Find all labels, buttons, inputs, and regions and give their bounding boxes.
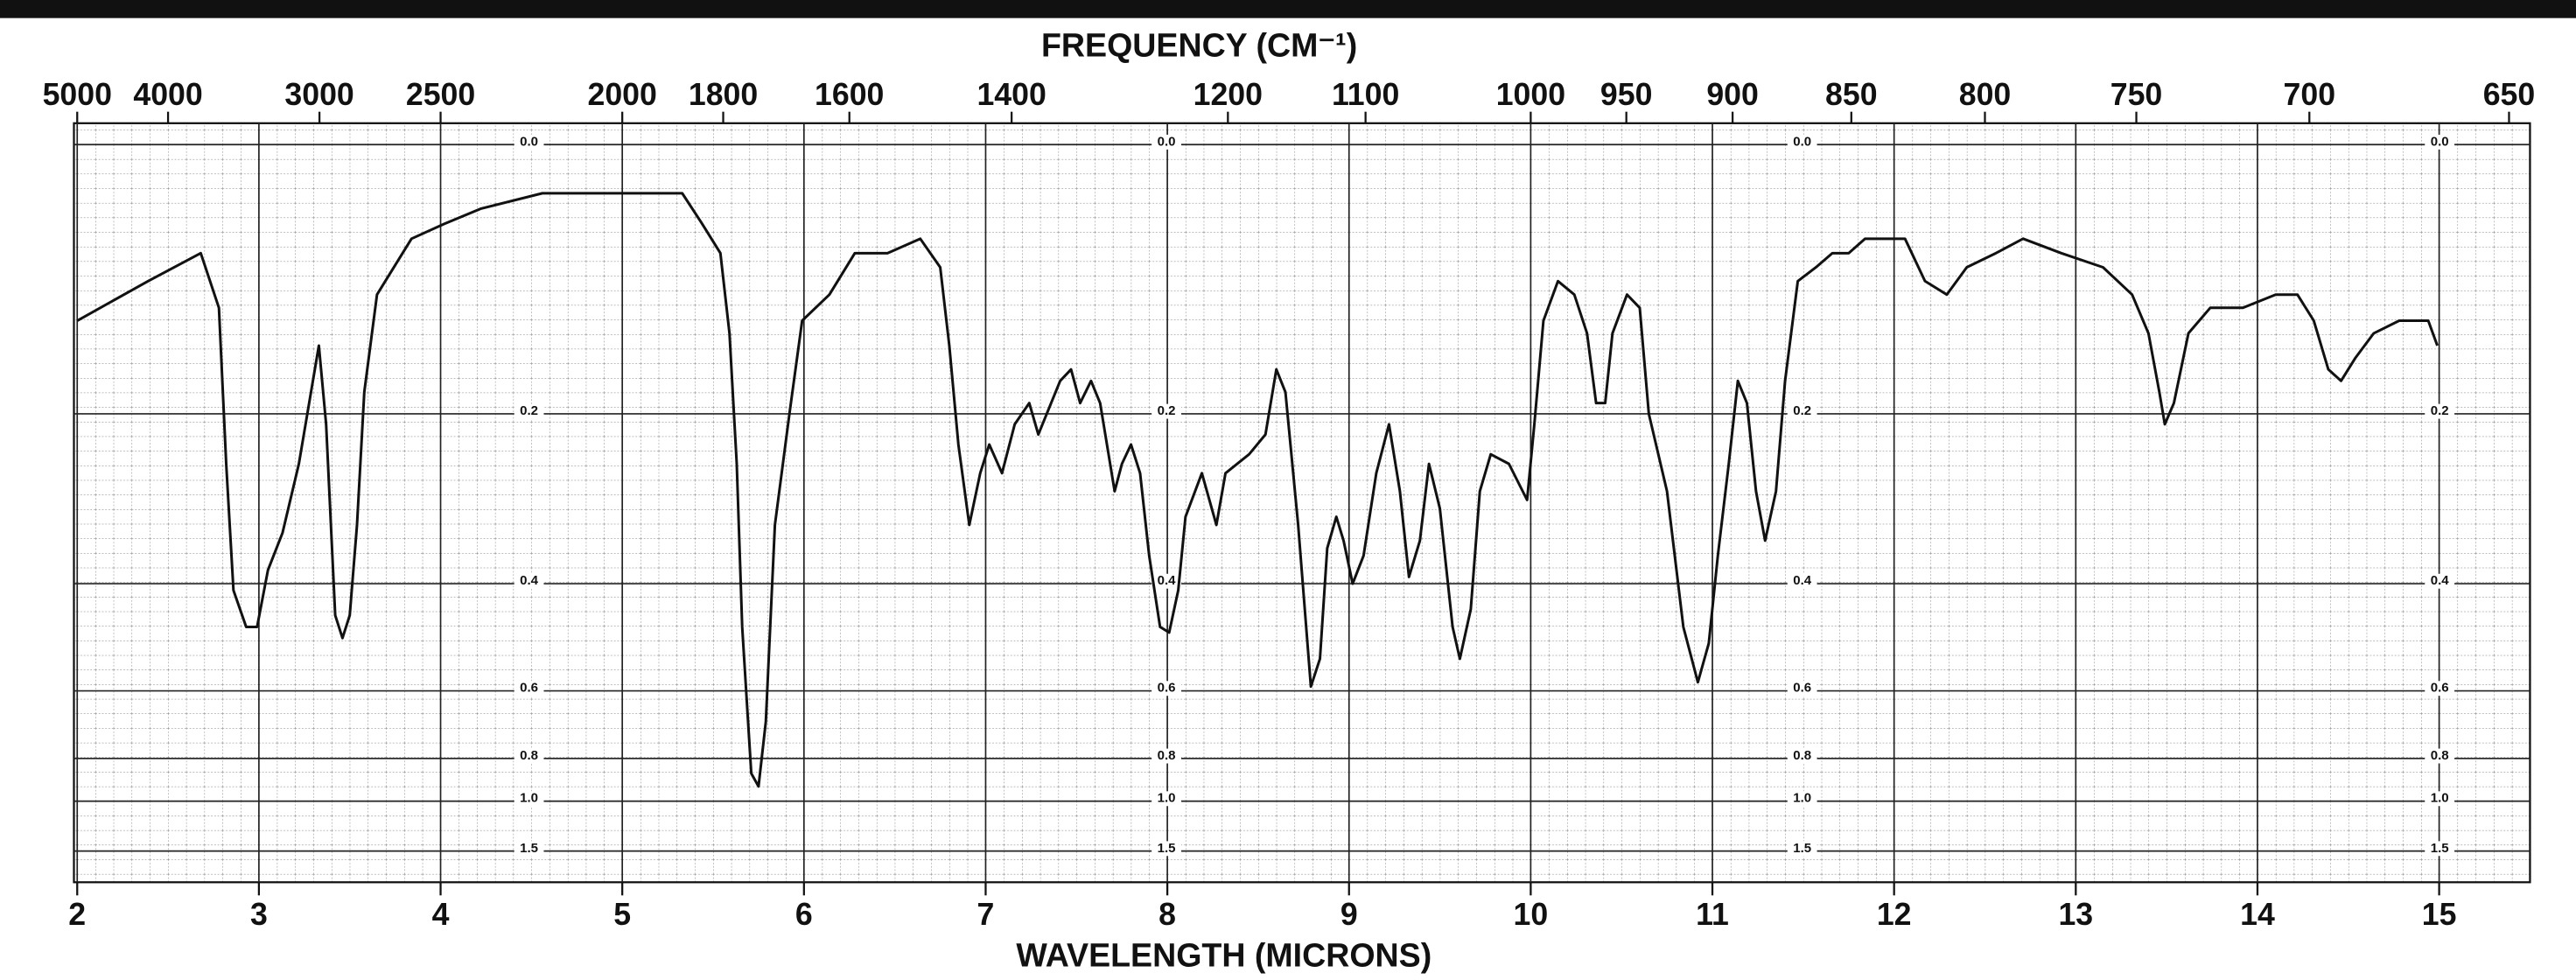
y-tick-label: 1.5 — [520, 841, 538, 856]
x2-tick-label: 650 — [2483, 77, 2535, 112]
y-tick-label: 1.0 — [520, 791, 538, 806]
x2-tick-label: 700 — [2284, 77, 2335, 112]
y-tick-label-bg — [1787, 681, 1817, 696]
x2-tick-label: 850 — [1825, 77, 1877, 112]
y-tick-label: 0.6 — [1793, 681, 1811, 696]
y-tick-label-bg — [1787, 748, 1817, 764]
x2-tick-label: 900 — [1706, 77, 1758, 112]
y-tick-label: 0.2 — [1158, 403, 1176, 418]
x2-tick-label: 3000 — [284, 77, 354, 112]
y-tick-label: 0.0 — [520, 134, 538, 149]
chart-title: FREQUENCY (CM⁻¹) — [1041, 26, 1357, 63]
y-tick-label: 0.6 — [520, 681, 538, 696]
y-tick-label-bg — [2425, 573, 2455, 589]
y-tick-label-bg — [1152, 403, 1181, 419]
y-tick-label: 0.4 — [2431, 573, 2450, 588]
y-tick-label: 1.0 — [1158, 791, 1176, 806]
y-tick-label-bg — [1152, 134, 1181, 150]
y-tick-label: 0.2 — [2431, 403, 2449, 418]
y-tick-label: 0.0 — [1158, 134, 1176, 149]
x-tick-label: 7 — [977, 897, 995, 932]
x2-tick-label: 1400 — [976, 77, 1046, 112]
x2-tick-label: 1800 — [689, 77, 758, 112]
graph-paper — [74, 122, 2530, 883]
x2-tick-label: 2500 — [406, 77, 475, 112]
x2-tick-label: 750 — [2110, 77, 2162, 112]
x-tick-label: 6 — [795, 897, 813, 932]
x-tick-label: 14 — [2240, 897, 2275, 932]
y-tick-label-bg — [1152, 748, 1181, 764]
y-tick-label: 0.0 — [2431, 134, 2449, 149]
y-tick-label: 0.8 — [1793, 748, 1811, 763]
y-tick-label-bg — [514, 791, 544, 807]
y-tick-label-bg — [1787, 791, 1817, 807]
y-tick-label-bg — [1152, 681, 1181, 696]
y-tick-label: 0.2 — [1793, 403, 1811, 418]
x-tick-label: 2 — [68, 897, 86, 932]
x-tick-label: 8 — [1158, 897, 1176, 932]
plot-frame — [73, 122, 2531, 884]
y-tick-label: 0.2 — [520, 403, 538, 418]
y-tick-label-bg — [1152, 791, 1181, 807]
x2-tick-label: 4000 — [133, 77, 202, 112]
y-tick-label: 1.0 — [1793, 791, 1811, 806]
y-tick-label-bg — [2425, 791, 2455, 807]
y-tick-label: 0.6 — [1158, 681, 1176, 696]
x-tick-label: 3 — [250, 897, 268, 932]
x-axis-label: WAVELENGTH (MICRONS) — [1016, 937, 1432, 974]
y-tick-label: 0.4 — [1158, 573, 1177, 588]
y-tick-label-bg — [2425, 841, 2455, 857]
x-tick-label: 11 — [1696, 897, 1729, 932]
y-tick-label: 1.0 — [2431, 791, 2449, 806]
x-tick-label: 4 — [432, 897, 450, 932]
y-tick-label-bg — [514, 403, 544, 419]
y-tick-label: 0.4 — [520, 573, 539, 588]
y-tick-label-bg — [514, 841, 544, 857]
x-tick-label: 5 — [613, 897, 631, 932]
y-tick-label: 0.8 — [1158, 748, 1176, 763]
y-tick-label: 0.4 — [1793, 573, 1812, 588]
x-tick-label: 10 — [1514, 897, 1549, 932]
x2-tick-label: 1600 — [815, 77, 884, 112]
x-tick-label: 9 — [1340, 897, 1358, 932]
y-tick-label-bg — [1787, 841, 1817, 857]
x2-tick-label: 5000 — [43, 77, 112, 112]
y-tick-label-bg — [514, 748, 544, 764]
y-tick-label-bg — [1152, 841, 1181, 857]
y-tick-label: 0.8 — [2431, 748, 2449, 763]
y-tick-label-bg — [1787, 573, 1817, 589]
y-tick-label-bg — [2425, 748, 2455, 764]
y-tick-label-bg — [2425, 403, 2455, 419]
y-tick-label: 1.5 — [1793, 841, 1811, 856]
y-tick-label-bg — [2425, 681, 2455, 696]
x2-tick-label: 800 — [1959, 77, 2011, 112]
x-tick-label: 12 — [1877, 897, 1912, 932]
y-tick-label-bg — [1152, 573, 1181, 589]
x-tick-label: 15 — [2422, 897, 2457, 932]
y-tick-label: 1.5 — [1158, 841, 1176, 856]
y-tick-label: 0.6 — [2431, 681, 2449, 696]
x2-tick-label: 950 — [1600, 77, 1652, 112]
x2-tick-label: 1000 — [1496, 77, 1565, 112]
x-tick-label: 13 — [2058, 897, 2093, 932]
x2-tick-label: 2000 — [588, 77, 657, 112]
y-tick-label: 0.8 — [520, 748, 538, 763]
x2-tick-label: 1100 — [1332, 77, 1399, 112]
y-tick-label-bg — [514, 134, 544, 150]
y-tick-label-bg — [2425, 134, 2455, 150]
y-tick-label: 1.5 — [2431, 841, 2449, 856]
y-tick-label-bg — [514, 681, 544, 696]
y-tick-label-bg — [1787, 134, 1817, 150]
x2-tick-label: 1200 — [1194, 77, 1263, 112]
spectrum-line — [76, 192, 2439, 788]
y-tick-label-bg — [1787, 403, 1817, 419]
top-border — [0, 0, 2576, 18]
y-tick-label-bg — [514, 573, 544, 589]
y-tick-label: 0.0 — [1793, 134, 1811, 149]
